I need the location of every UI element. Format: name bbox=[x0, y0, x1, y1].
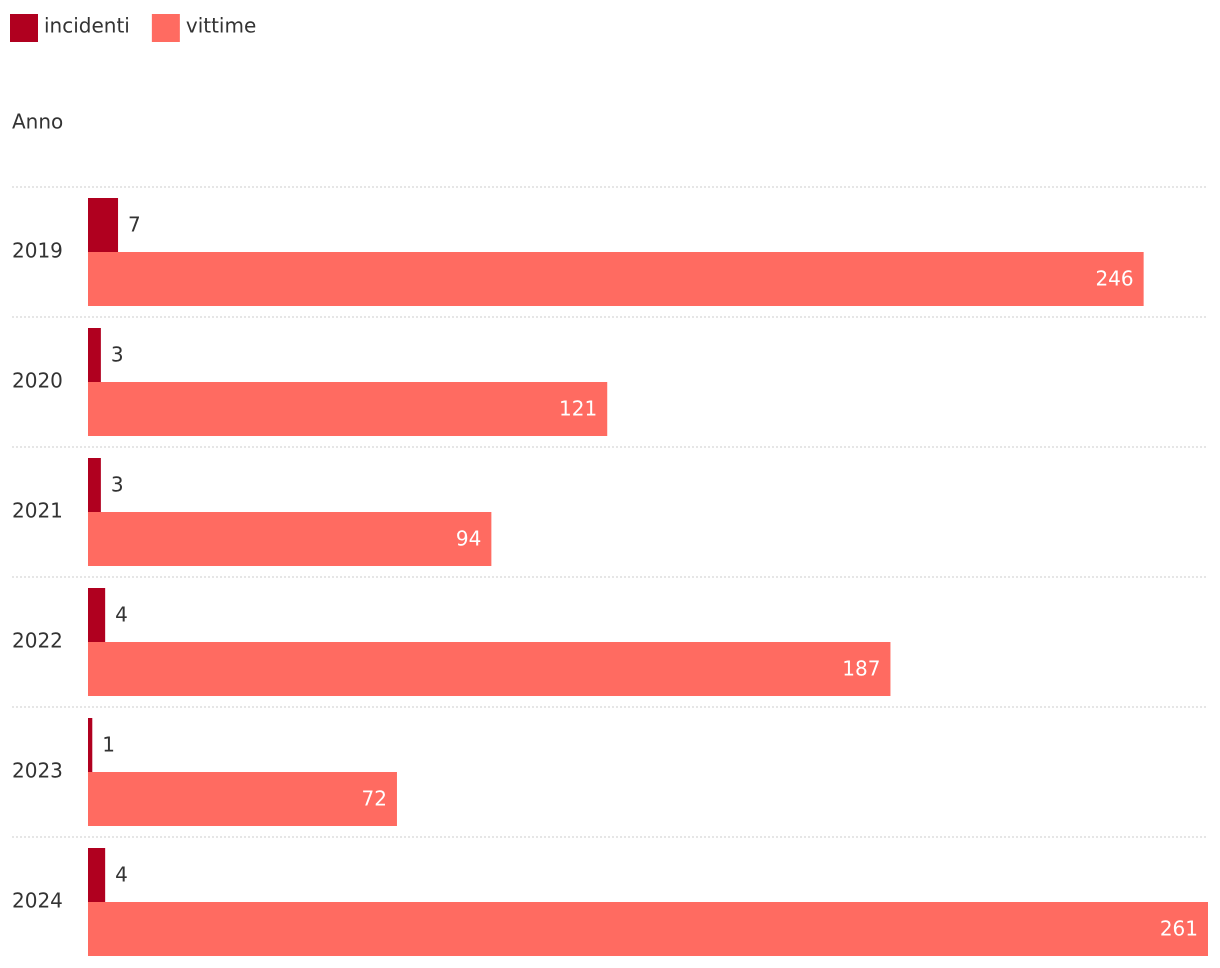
value-label: 4 bbox=[115, 863, 128, 887]
bar bbox=[88, 512, 492, 566]
legend-swatch bbox=[151, 14, 180, 42]
value-label: 187 bbox=[842, 657, 880, 681]
y-tick-label: 2021 bbox=[12, 499, 63, 523]
bar bbox=[88, 642, 891, 696]
bar bbox=[88, 588, 106, 642]
value-label: 72 bbox=[362, 787, 387, 811]
legend-swatch bbox=[10, 14, 38, 42]
bar bbox=[88, 382, 608, 436]
value-label: 121 bbox=[559, 397, 597, 421]
bar bbox=[88, 252, 1144, 306]
bar bbox=[88, 848, 106, 902]
bar bbox=[88, 198, 119, 252]
y-tick-label: 2020 bbox=[12, 369, 63, 393]
bar bbox=[88, 718, 93, 772]
y-tick-label: 2024 bbox=[12, 889, 63, 913]
value-label: 7 bbox=[128, 213, 141, 237]
y-axis-title: Anno bbox=[12, 110, 63, 134]
legend-label: vittime bbox=[186, 14, 256, 38]
value-label: 1 bbox=[102, 733, 115, 757]
y-tick-label: 2023 bbox=[12, 759, 63, 783]
bar bbox=[88, 772, 397, 826]
value-label: 246 bbox=[1095, 267, 1133, 291]
value-label: 94 bbox=[456, 527, 481, 551]
value-label: 3 bbox=[111, 343, 124, 367]
y-tick-label: 2022 bbox=[12, 629, 63, 653]
legend-label: incidenti bbox=[44, 14, 130, 38]
bar bbox=[88, 902, 1208, 956]
bar bbox=[88, 328, 101, 382]
value-label: 3 bbox=[111, 473, 124, 497]
value-label: 4 bbox=[115, 603, 128, 627]
bar bbox=[88, 458, 101, 512]
value-label: 261 bbox=[1160, 917, 1198, 941]
y-tick-label: 2019 bbox=[12, 239, 63, 263]
